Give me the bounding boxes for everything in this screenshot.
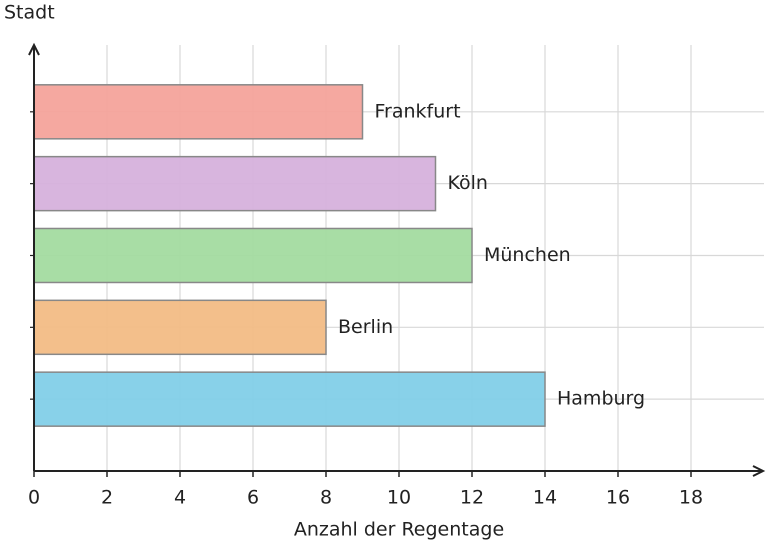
x-tick-label: 6	[247, 487, 259, 509]
category-label: München	[484, 244, 571, 266]
category-label: Köln	[448, 172, 488, 194]
x-tick-label: 16	[606, 487, 630, 509]
x-tick-label: 2	[101, 487, 113, 509]
category-label: Berlin	[338, 316, 393, 338]
y-axis-label: Stadt	[4, 2, 55, 24]
x-tick-label: 4	[174, 487, 186, 509]
bars: Hamburg Berlin München Köln Frankfurt	[33, 84, 645, 427]
bar	[33, 299, 327, 356]
x-tick-label: 10	[387, 487, 411, 509]
x-tick-label: 14	[533, 487, 557, 509]
x-axis-label: Anzahl der Regentage	[294, 519, 504, 541]
category-label: Frankfurt	[375, 100, 461, 122]
x-tick-label: 18	[679, 487, 703, 509]
category-label: Hamburg	[557, 388, 645, 410]
bar	[33, 227, 473, 284]
bar	[33, 371, 546, 427]
y-axis-arrow	[28, 42, 40, 56]
x-tick-label: 0	[28, 487, 40, 509]
x-axis-arrow	[752, 465, 766, 477]
bar	[33, 84, 364, 140]
ticks: 0 2 4 6 8 10 12 14 16 18	[28, 111, 703, 509]
bar	[33, 155, 437, 212]
x-tick-label: 8	[320, 487, 332, 509]
axes	[28, 42, 766, 477]
x-tick-label: 12	[460, 487, 484, 509]
